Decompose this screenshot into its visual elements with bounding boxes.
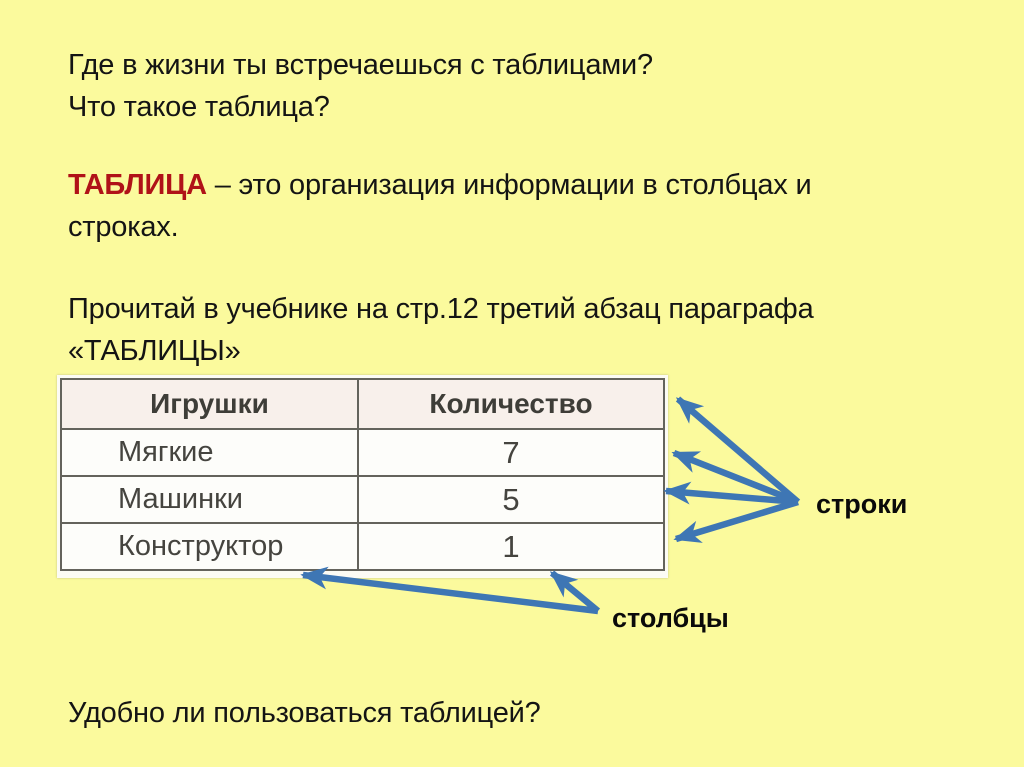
intro-text: Где в жизни ты встречаешься с таблицами?… — [68, 44, 653, 128]
table-row: Конструктор 1 — [60, 522, 666, 571]
table-header-row: Игрушки Количество — [60, 378, 666, 430]
question-text: Удобно ли пользоваться таблицей? — [68, 697, 541, 729]
table-row: Мягкие 7 — [60, 428, 666, 477]
definition-term: ТАБЛИЦА — [68, 169, 207, 201]
rows-arrows — [663, 396, 801, 543]
task-text: Прочитай в учебнике на стр.12 третий абз… — [68, 288, 814, 372]
columns-label: столбцы — [612, 603, 729, 633]
toys-table-image: Игрушки Количество Мягкие 7 Машинки 5 Ко… — [57, 375, 668, 578]
definition-rest: – это организация информации в столбцах … — [214, 169, 812, 201]
toy-count-cell: 1 — [356, 522, 666, 571]
rows-label: строки — [816, 489, 908, 519]
toy-name-cell: Конструктор — [60, 522, 359, 571]
task-line-1: Прочитай в учебнике на стр.12 третий абз… — [68, 293, 814, 325]
toy-name-cell: Машинки — [60, 475, 359, 524]
toys-table: Игрушки Количество Мягкие 7 Машинки 5 Ко… — [60, 378, 666, 571]
header-cell-count: Количество — [356, 378, 666, 430]
intro-line-1: Где в жизни ты встречаешься с таблицами? — [68, 49, 653, 81]
toy-count-cell: 5 — [356, 475, 666, 524]
definition-text: ТАБЛИЦА – это организация информации в с… — [68, 164, 812, 248]
table-row: Машинки 5 — [60, 475, 666, 524]
definition-line-2: строках. — [68, 211, 179, 243]
toy-name-cell: Мягкие — [60, 428, 359, 477]
intro-line-2: Что такое таблица? — [68, 91, 330, 123]
toy-count-cell: 7 — [356, 428, 666, 477]
columns-arrows — [300, 566, 601, 615]
header-cell-toys: Игрушки — [60, 378, 359, 430]
task-line-2: «ТАБЛИЦЫ» — [68, 335, 241, 367]
definition-line-1: ТАБЛИЦА – это организация информации в с… — [68, 164, 812, 206]
